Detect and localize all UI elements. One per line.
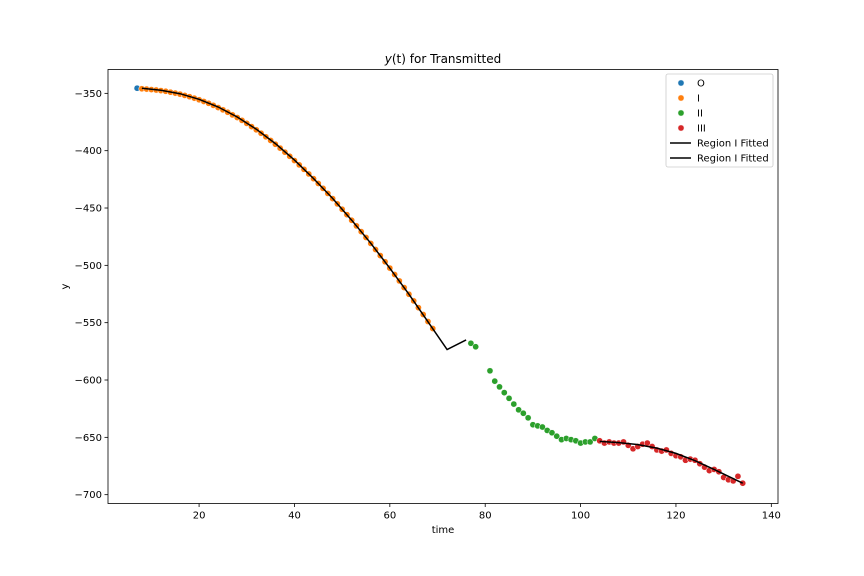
point-II-5 [500, 389, 508, 396]
plot-frame [107, 69, 779, 504]
legend-label-4: Region I Fitted [697, 139, 769, 150]
legend-label-3: III [697, 124, 706, 135]
point-II-4 [496, 383, 503, 391]
point-II-0 [467, 339, 475, 347]
point-II-13 [539, 423, 546, 431]
point-II-2 [486, 367, 494, 375]
y-tick-label--700: −700 [75, 490, 102, 501]
y-axis-label: y [60, 283, 71, 289]
x-tick-label-80: 80 [479, 511, 492, 522]
x-tick-label-120: 120 [666, 511, 685, 522]
point-II-6 [505, 395, 513, 402]
series-III [596, 437, 747, 487]
legend-marker-1 [677, 94, 685, 102]
y-axis: −350 −400 −450 −500 −550 −600 −650 −700 [75, 89, 108, 501]
y-tick-label--550: −550 [75, 318, 102, 329]
x-axis: 20 40 60 80 100 120 140 [193, 503, 781, 522]
point-II-23 [586, 438, 594, 446]
y-tick-label--500: −500 [75, 261, 102, 272]
point-II-7 [510, 400, 518, 408]
fit-line-4 [141, 87, 467, 351]
y-tick-label--350: −350 [75, 89, 102, 100]
legend-label-2: II [697, 109, 703, 120]
chart-title: y(t) for Transmitted [384, 52, 501, 66]
chart-title-rest: for Transmitted [406, 52, 501, 66]
legend-label-5: Region I Fitted [697, 154, 769, 165]
chart-title-arg: (t) [392, 52, 406, 66]
point-II-15 [548, 429, 556, 437]
y-tick-label--600: −600 [75, 376, 102, 387]
series-II [467, 339, 599, 447]
legend-label-1: I [697, 94, 700, 105]
legend-marker-0 [677, 79, 685, 87]
x-tick-label-60: 60 [383, 511, 396, 522]
x-tick-label-40: 40 [288, 511, 301, 522]
point-III-30 [739, 479, 747, 487]
x-tick-label-20: 20 [193, 511, 206, 522]
y-tick-label--650: −650 [75, 433, 102, 444]
series-I [138, 85, 437, 332]
point-II-8 [515, 406, 522, 414]
point-II-1 [472, 343, 480, 351]
chart-title-var: y [384, 52, 393, 66]
point-II-10 [524, 414, 532, 422]
y-tick-label--450: −450 [75, 204, 102, 215]
point-II-16 [553, 432, 561, 440]
point-III-29 [734, 472, 742, 480]
point-II-3 [491, 377, 499, 385]
plot-marks [133, 84, 747, 487]
point-II-9 [520, 409, 527, 417]
legend-label-0: O [697, 79, 705, 90]
x-tick-label-100: 100 [571, 511, 590, 522]
y-tick-label--400: −400 [75, 146, 102, 157]
legend-marker-3 [677, 124, 685, 132]
legend-marker-2 [677, 109, 685, 117]
x-tick-label-140: 140 [762, 511, 781, 522]
x-axis-label: time [432, 525, 455, 536]
legend-frame [665, 73, 774, 168]
fit-line-5 [599, 440, 744, 484]
